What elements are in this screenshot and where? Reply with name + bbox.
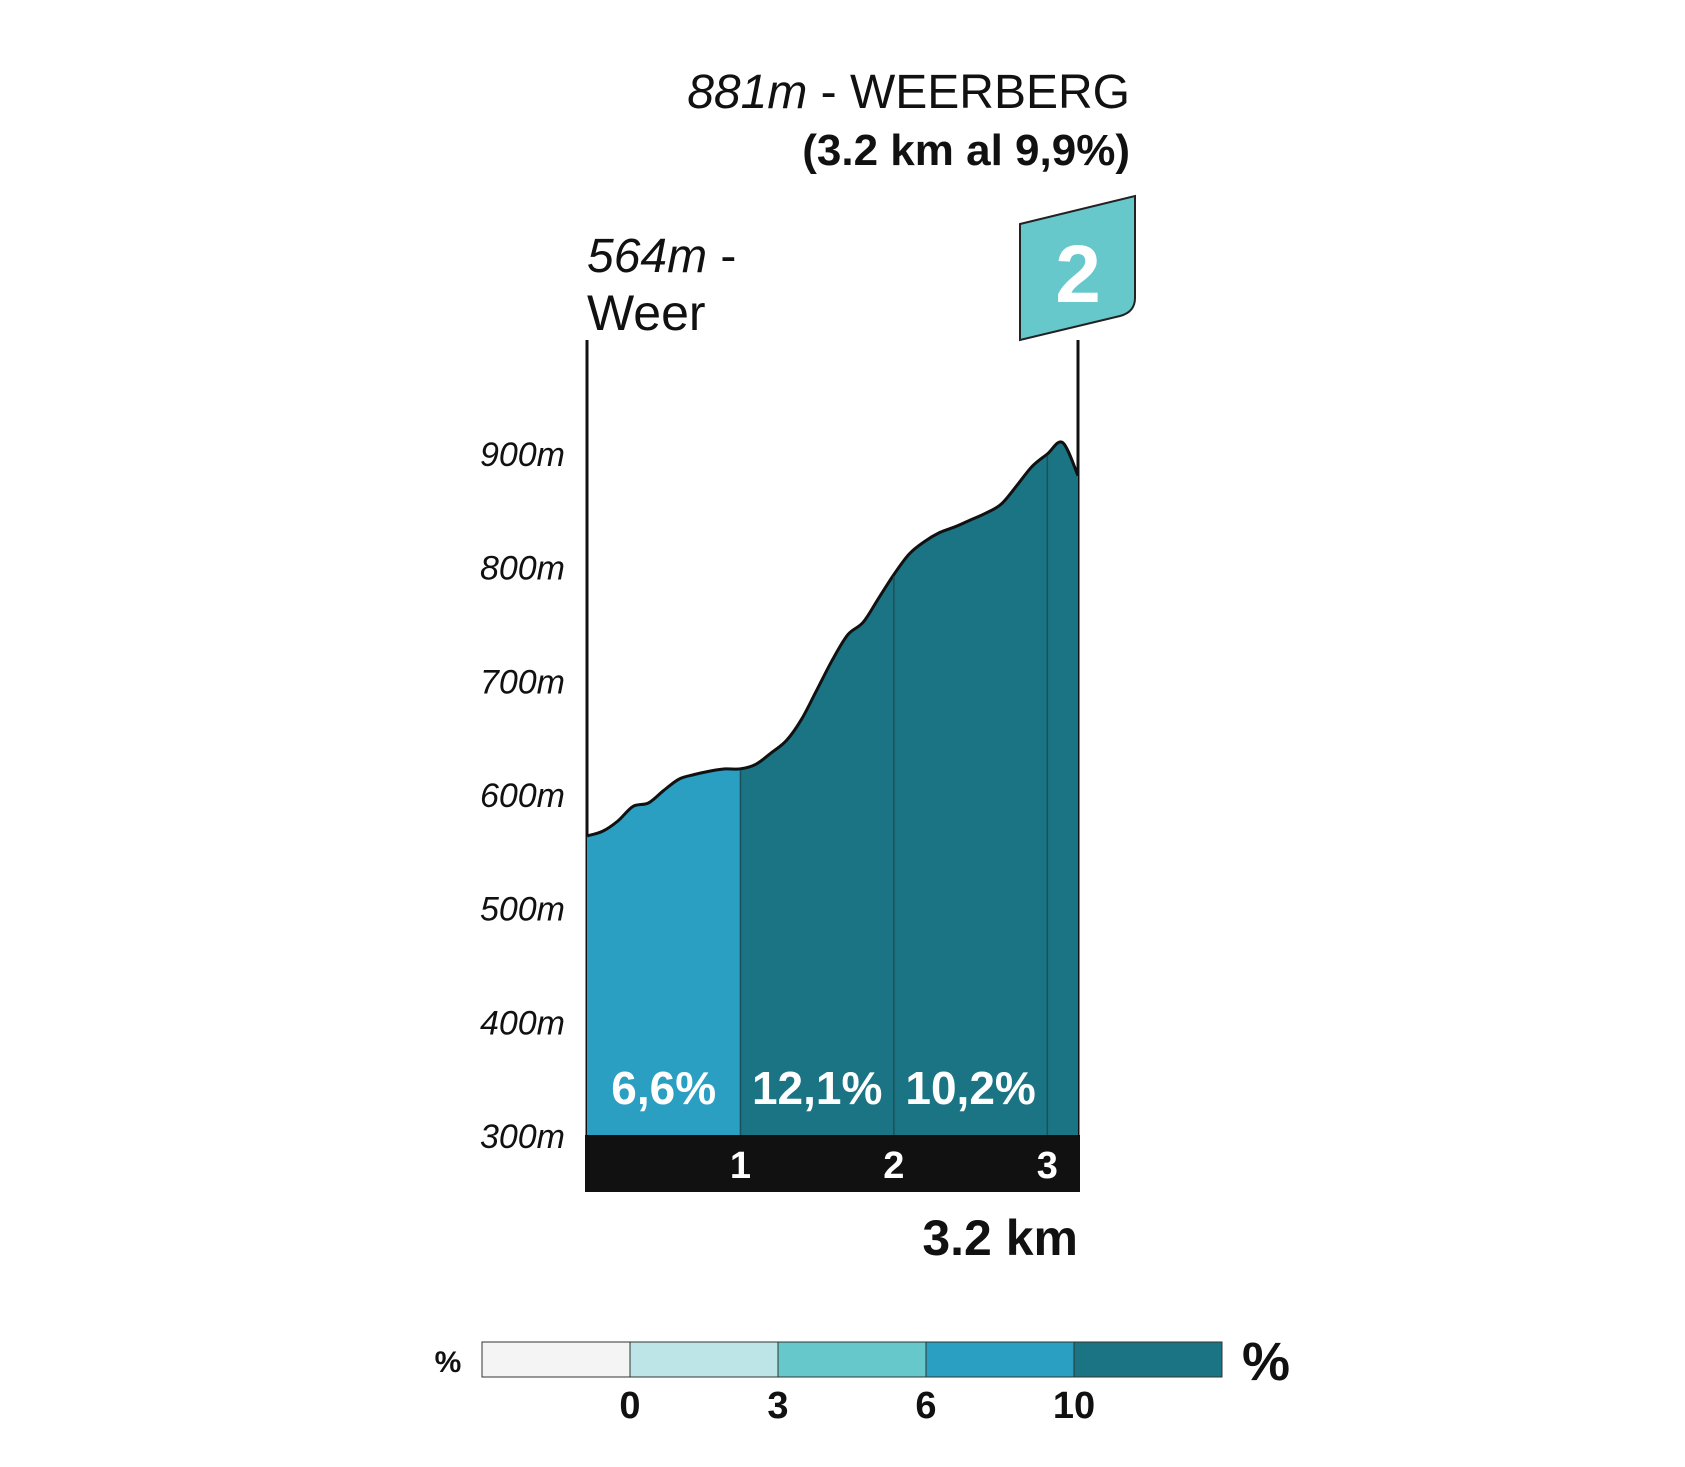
y-tick-label: 500m — [480, 891, 565, 929]
segment-fill — [587, 768, 741, 1136]
segment-fill — [893, 453, 1048, 1136]
segment-gradient-label: 6,6% — [611, 1062, 716, 1114]
y-tick-label: 600m — [480, 777, 565, 815]
summit-separator: - — [807, 66, 850, 119]
segment-gradient-labels: 6,6% 12,1% 10,2% — [611, 1062, 1036, 1114]
start-name: Weer — [587, 285, 706, 341]
y-tick-label: 400m — [480, 1004, 565, 1042]
x-tick-label: 2 — [883, 1145, 904, 1187]
legend-swatch — [629, 1341, 779, 1378]
gradient-segments — [587, 441, 1078, 1136]
category-flag-shape — [1019, 194, 1136, 342]
segment-fill — [740, 574, 894, 1136]
segment-gradient-label: 10,2% — [905, 1062, 1035, 1114]
y-tick-label: 300m — [480, 1118, 565, 1156]
x-axis-labels: 1 2 3 — [730, 1145, 1058, 1187]
legend-swatch — [777, 1341, 927, 1378]
x-tick-label: 1 — [730, 1145, 751, 1187]
gradient-legend: % % 0 3 6 10 — [435, 1332, 1290, 1427]
legend-left-symbol: % — [435, 1346, 462, 1379]
legend-swatch — [481, 1341, 631, 1378]
category-number: 2 — [1055, 229, 1101, 320]
distance-bar — [585, 1135, 1080, 1192]
y-tick-label: 900m — [480, 436, 565, 474]
total-distance-label: 3.2 km — [922, 1210, 1078, 1266]
legend-threshold-label: 10 — [1053, 1385, 1095, 1427]
summit-climb-info: (3.2 km al 9,9%) — [802, 126, 1130, 175]
start-header: 564m - — [587, 230, 736, 283]
summit-altitude: 881m — [687, 66, 807, 119]
legend-swatch — [1073, 1341, 1223, 1378]
legend-right-symbol: % — [1242, 1332, 1290, 1392]
legend-swatch — [925, 1341, 1075, 1378]
y-axis-labels: 900m 800m 700m 600m 500m 400m 300m — [480, 436, 565, 1156]
y-tick-label: 800m — [480, 550, 565, 588]
segment-fill — [1047, 441, 1078, 1136]
legend-threshold-label: 0 — [619, 1385, 640, 1427]
legend-threshold-label: 6 — [915, 1385, 936, 1427]
start-altitude: 564m — [587, 230, 707, 283]
start-separator: - — [707, 230, 736, 283]
legend-threshold-label: 3 — [767, 1385, 788, 1427]
category-badge: 2 — [1019, 194, 1136, 342]
elevation-profile-line — [586, 440, 1080, 838]
summit-header: 881m - WEERBERG — [687, 66, 1130, 119]
y-tick-label: 700m — [480, 663, 565, 701]
segment-gradient-label: 12,1% — [752, 1062, 882, 1114]
x-tick-label: 3 — [1037, 1145, 1058, 1187]
segment-dividers — [739, 456, 1049, 1136]
summit-name: WEERBERG — [850, 66, 1130, 119]
